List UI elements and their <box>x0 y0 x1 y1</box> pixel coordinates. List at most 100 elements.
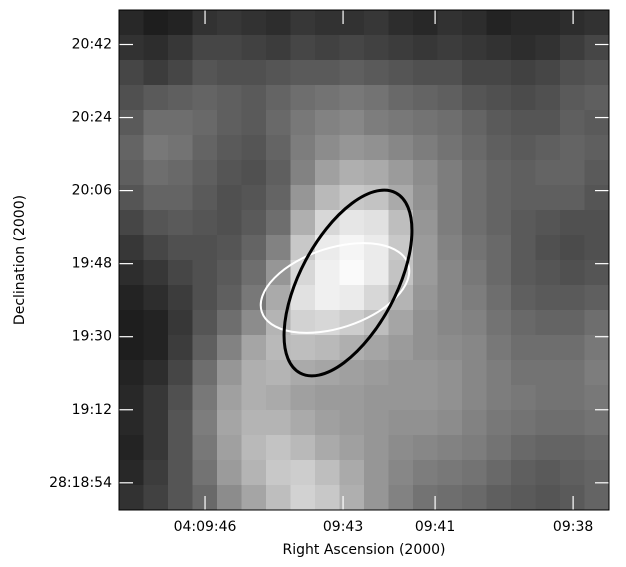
pixel <box>192 260 218 286</box>
pixel <box>364 160 389 186</box>
pixel <box>241 60 267 86</box>
pixel <box>486 85 512 111</box>
pixel <box>339 310 365 336</box>
pixel <box>388 410 414 436</box>
pixel <box>290 185 316 211</box>
pixel <box>315 410 340 436</box>
pixel <box>217 410 242 436</box>
pixel <box>437 285 463 311</box>
pixel <box>192 60 218 86</box>
pixel <box>511 135 536 161</box>
pixel <box>119 210 144 236</box>
pixel <box>241 135 267 161</box>
pixel <box>241 285 267 311</box>
pixel <box>364 235 389 261</box>
pixel <box>315 460 340 486</box>
pixel <box>388 460 414 486</box>
pixel <box>315 135 340 161</box>
pixel <box>462 210 487 236</box>
pixel <box>241 410 267 436</box>
pixel <box>266 410 291 436</box>
pixel <box>168 485 193 511</box>
pixel <box>119 485 144 511</box>
pixel <box>388 135 414 161</box>
pixel <box>143 185 169 211</box>
pixel <box>462 335 487 361</box>
pixel <box>364 10 389 36</box>
pixel <box>217 460 242 486</box>
pixel <box>413 210 438 236</box>
pixel <box>413 160 438 186</box>
pixel <box>388 60 414 86</box>
pixel <box>413 10 438 36</box>
pixel <box>192 385 218 411</box>
pixel <box>413 185 438 211</box>
pixel <box>241 235 267 261</box>
pixel <box>413 335 438 361</box>
pixel <box>192 185 218 211</box>
y-tick-label: 19:30 <box>72 329 112 345</box>
pixel <box>462 460 487 486</box>
pixel <box>364 385 389 411</box>
pixel <box>364 210 389 236</box>
pixel <box>168 235 193 261</box>
pixel <box>217 135 242 161</box>
pixel <box>437 360 463 386</box>
pixel <box>511 210 536 236</box>
pixel <box>437 410 463 436</box>
pixel <box>535 35 561 61</box>
pixel <box>462 35 487 61</box>
pixel <box>413 110 438 136</box>
pixel <box>486 135 512 161</box>
pixel <box>413 235 438 261</box>
pixel <box>217 285 242 311</box>
pixel <box>315 60 340 86</box>
pixel <box>241 210 267 236</box>
pixel <box>584 335 610 361</box>
image <box>119 10 610 511</box>
pixel <box>511 60 536 86</box>
pixel <box>143 360 169 386</box>
pixel <box>388 160 414 186</box>
pixel <box>290 410 316 436</box>
pixel <box>217 185 242 211</box>
pixel <box>290 210 316 236</box>
pixel <box>560 135 585 161</box>
pixel <box>339 235 365 261</box>
pixel <box>364 85 389 111</box>
x-tick-label: 04:09:46 <box>174 519 237 535</box>
pixel <box>143 485 169 511</box>
pixel <box>241 260 267 286</box>
y-tick-label: 19:12 <box>72 402 112 418</box>
pixel <box>511 185 536 211</box>
pixel <box>168 435 193 461</box>
pixel <box>535 410 561 436</box>
pixel <box>486 210 512 236</box>
pixel <box>315 485 340 511</box>
pixel <box>462 160 487 186</box>
pixel <box>584 285 610 311</box>
pixel <box>168 335 193 361</box>
ticks: 04:09:46 09:43 09:41 09:38 20:42 20:24 20:06 19… <box>49 10 609 535</box>
pixel <box>437 385 463 411</box>
pixel <box>413 385 438 411</box>
pixel <box>339 285 365 311</box>
pixel <box>192 310 218 336</box>
pixel <box>388 10 414 36</box>
pixel <box>486 435 512 461</box>
pixel <box>119 160 144 186</box>
pixel <box>143 435 169 461</box>
pixel <box>241 435 267 461</box>
y-tick-label: 19:48 <box>72 256 112 272</box>
pixel <box>266 460 291 486</box>
black-ellipse <box>282 188 414 378</box>
pixel <box>168 460 193 486</box>
pixel <box>168 10 193 36</box>
pixel <box>217 335 242 361</box>
pixel <box>535 385 561 411</box>
pixel <box>413 85 438 111</box>
pixel <box>217 160 242 186</box>
pixel <box>584 435 610 461</box>
pixel <box>241 360 267 386</box>
pixel <box>584 60 610 86</box>
